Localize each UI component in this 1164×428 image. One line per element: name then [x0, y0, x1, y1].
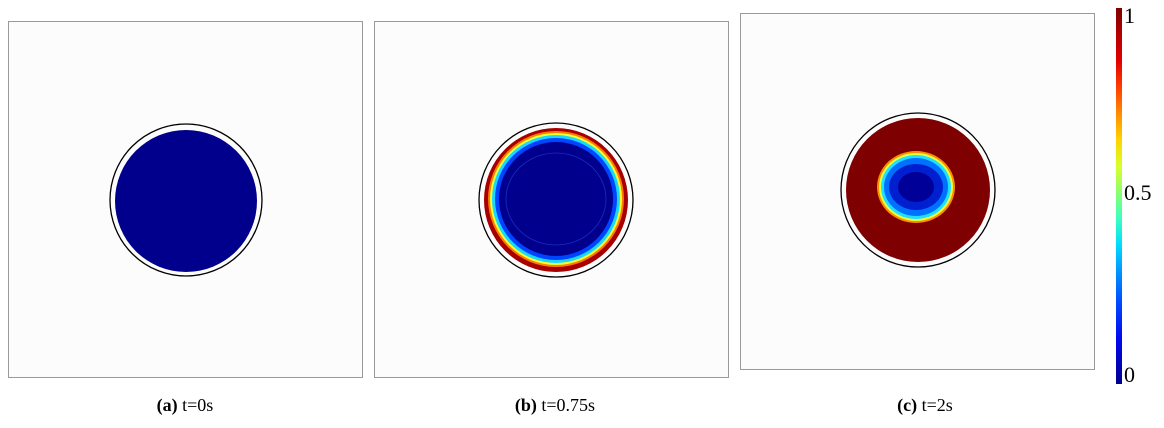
panel-a-label: (a) — [156, 395, 178, 415]
panel-b-label: (b) — [514, 395, 537, 415]
colorbar — [1116, 8, 1122, 384]
colorbar-mid-label: 0.5 — [1124, 180, 1152, 205]
panel-a-caption: (a) t=0s — [130, 395, 240, 416]
panel-c-svg — [840, 112, 996, 268]
panel-a-time: t=0s — [182, 395, 214, 415]
panel-b-caption: (b) t=0.75s — [490, 395, 620, 416]
panel-c-caption: (c) t=2s — [870, 395, 980, 416]
panel-b-svg — [478, 122, 634, 278]
panel-b-deep-blue-core — [499, 142, 613, 256]
panel-c-plot — [740, 13, 1095, 370]
panel-c-deep-blue-core — [898, 172, 934, 202]
panel-b-time: t=0.75s — [541, 395, 596, 415]
panel-c-outer-boundary — [840, 112, 996, 268]
colorbar-min-label: 0 — [1124, 362, 1135, 387]
panel-a-plot — [8, 21, 363, 378]
panel-a-blue-region — [115, 130, 257, 272]
panel-a-svg — [109, 123, 263, 277]
panel-a-outer-boundary — [109, 123, 263, 277]
panel-c-label: (c) — [897, 395, 918, 415]
colorbar-max-label: 1 — [1124, 3, 1135, 28]
panel-c-time: t=2s — [921, 395, 953, 415]
panel-b-inner-contour — [505, 152, 607, 246]
panel-b-outer-boundary — [478, 122, 634, 278]
panel-b-plot — [374, 21, 729, 378]
